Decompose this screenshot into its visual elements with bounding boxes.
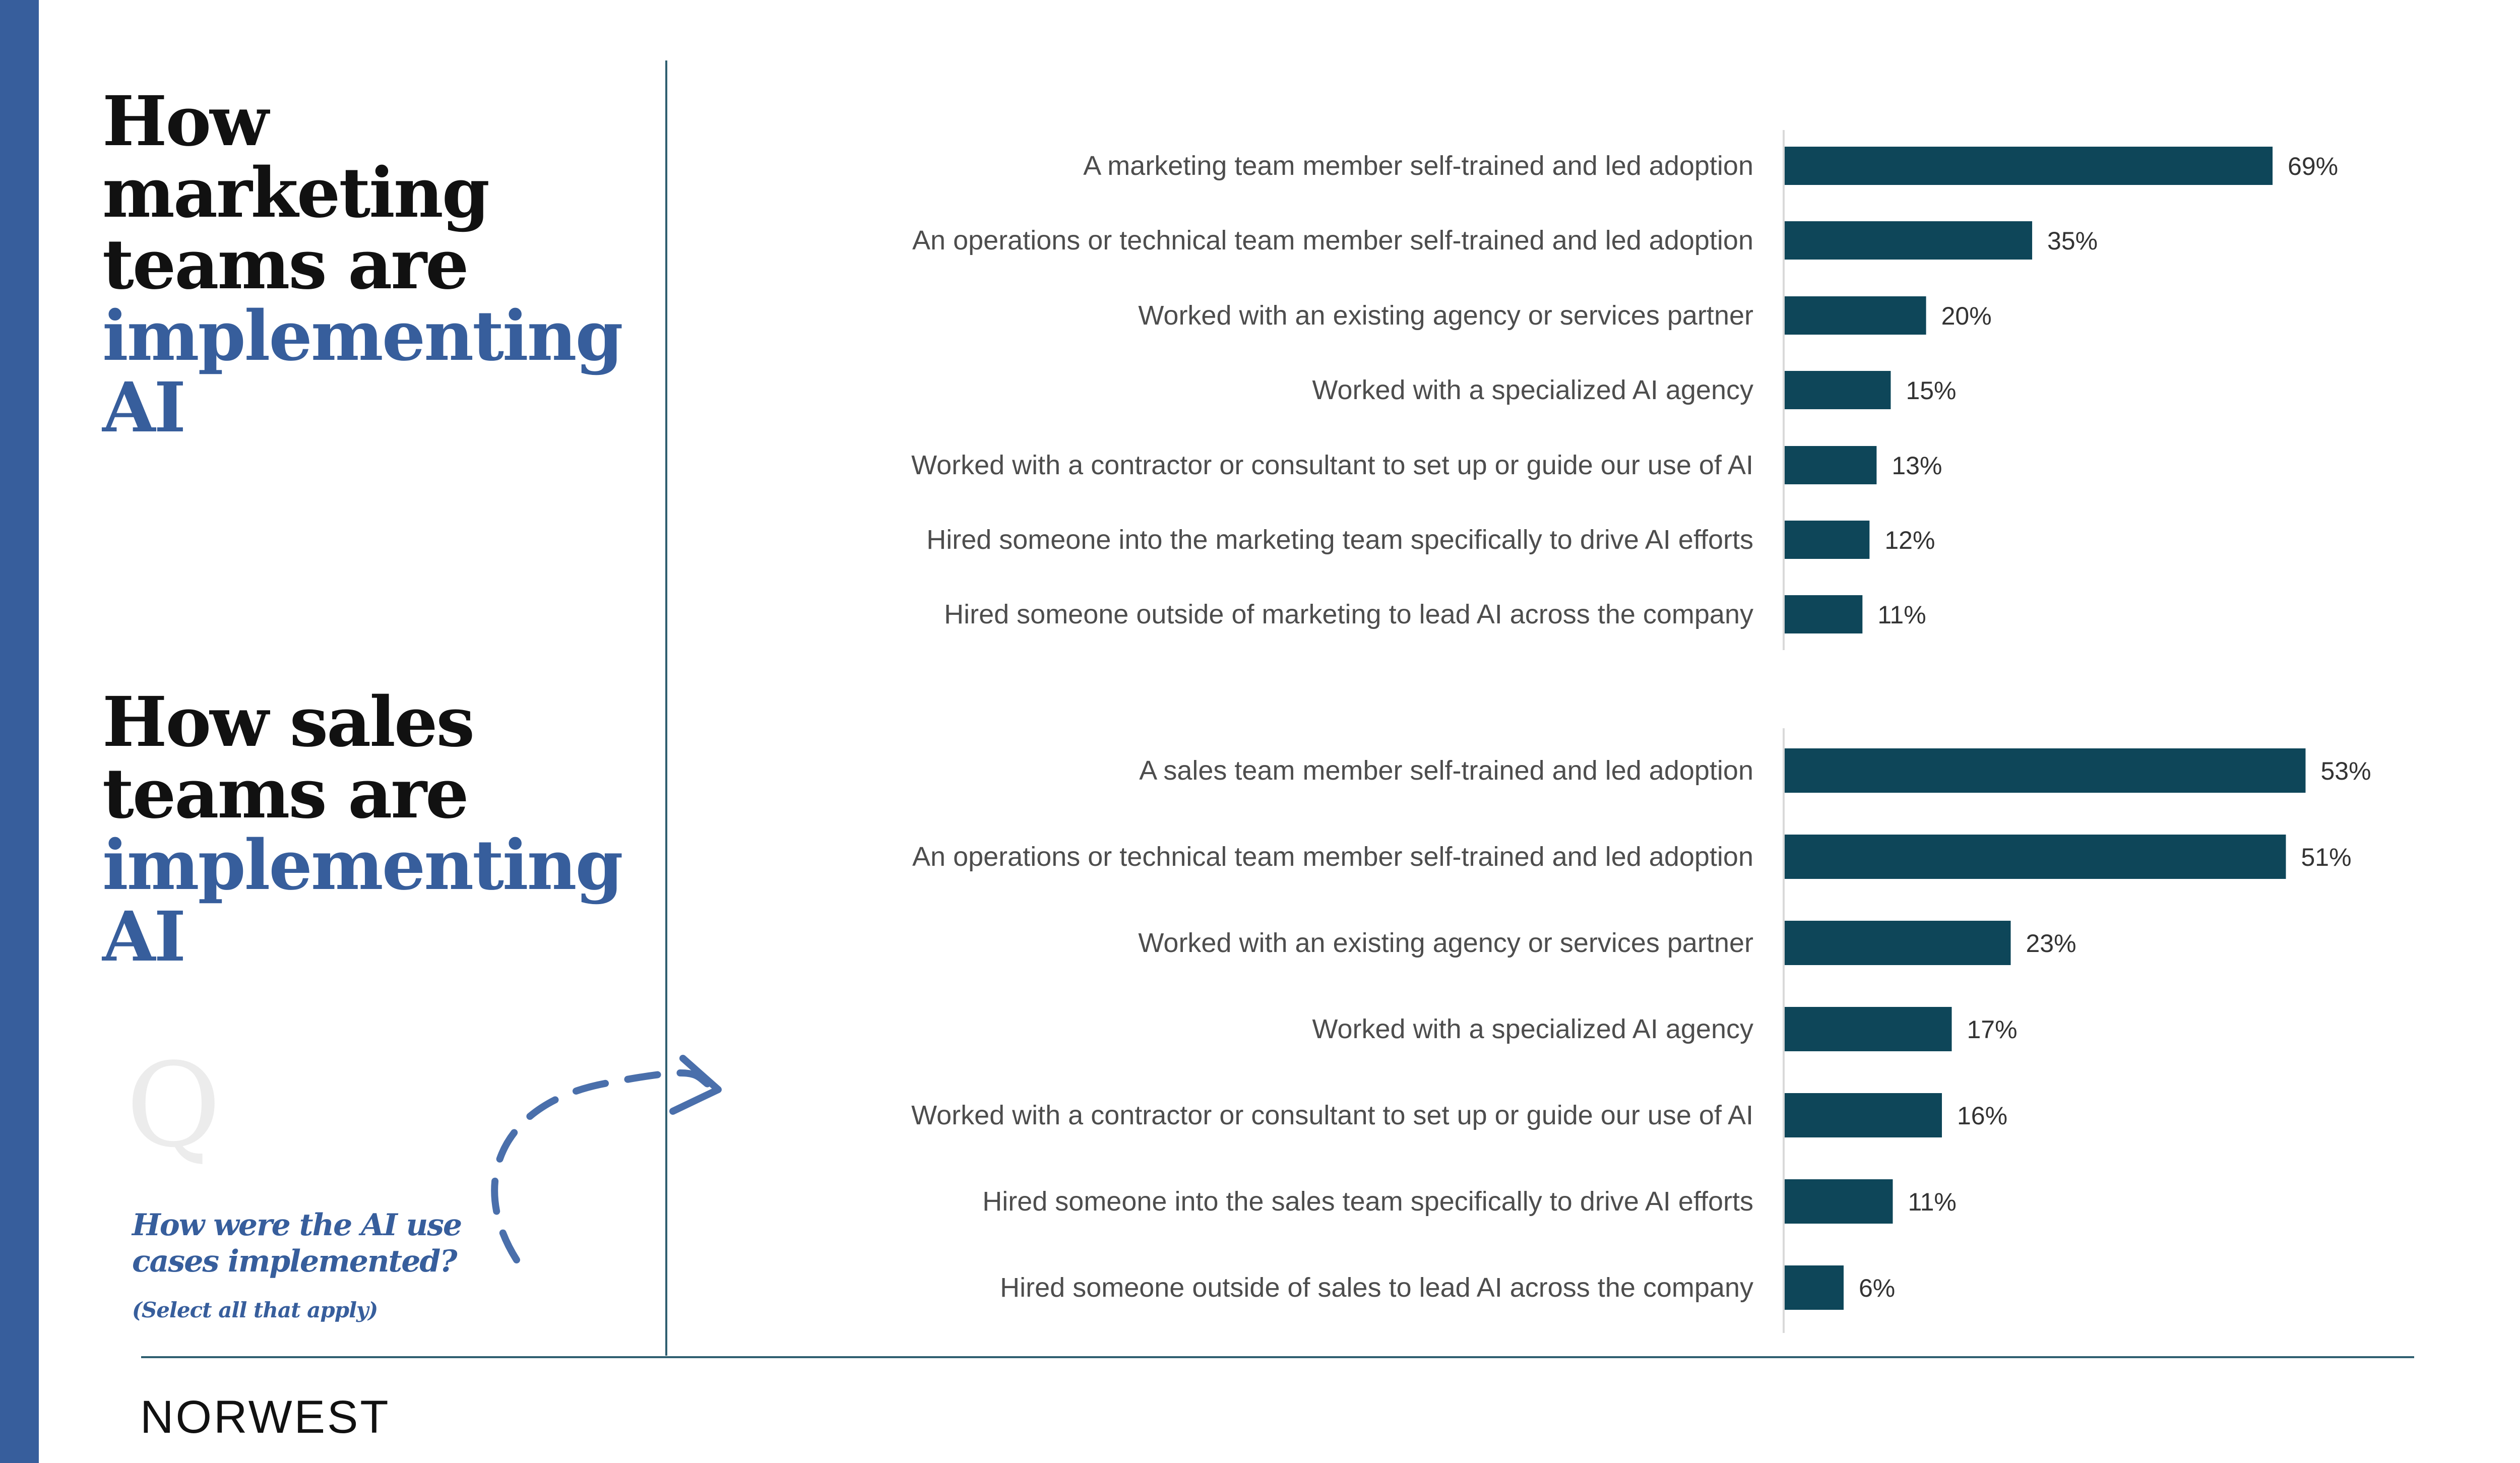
title-line-highlight: AI [102, 897, 186, 977]
data-label: 6% [1859, 1274, 1895, 1302]
title-line-highlight: AI [102, 367, 186, 448]
bar [1785, 921, 2011, 965]
bar [1785, 221, 2033, 260]
title-line: How sales [102, 682, 475, 762]
sales-bar-chart: A sales team member self-trained and led… [911, 728, 2371, 1333]
data-label: 23% [2026, 929, 2076, 958]
bar [1785, 521, 1870, 559]
sales-title: How sales teams are implementing AI [102, 682, 623, 977]
bar [1785, 446, 1877, 484]
survey-note: (Select all that apply) [132, 1298, 378, 1322]
category-label: Worked with a specialized AI agency [1312, 375, 1753, 405]
dashed-arrow-icon [491, 1055, 722, 1263]
title-line: How [102, 81, 269, 162]
category-label: Worked with an existing agency or servic… [1138, 928, 1753, 958]
category-label: Hired someone outside of marketing to le… [944, 599, 1753, 629]
survey-question: How were the AI use cases implemented? [132, 1207, 462, 1279]
data-label: 13% [1892, 452, 1942, 480]
title-line: teams are [102, 753, 469, 834]
marketing-title: How marketing teams are implementing AI [102, 81, 623, 448]
title-line-highlight: implementing [102, 825, 623, 906]
category-label: Hired someone outside of sales to lead A… [1000, 1273, 1753, 1303]
norwest-logo: NORWEST [140, 1391, 391, 1443]
data-label: 35% [2047, 227, 2098, 255]
data-label: 69% [2288, 152, 2338, 180]
vertical-divider [665, 60, 667, 1356]
data-label: 15% [1906, 376, 1956, 405]
marketing-bar-chart: A marketing team member self-trained and… [911, 130, 2338, 650]
category-label: Worked with a specialized AI agency [1312, 1014, 1753, 1044]
bar [1785, 835, 2286, 879]
accent-sidebar [0, 0, 39, 1463]
title-line: marketing [102, 153, 490, 233]
category-label: A sales team member self-trained and led… [1139, 755, 1753, 786]
category-label: Worked with an existing agency or servic… [1138, 300, 1753, 331]
q-glyph: Q [126, 1039, 221, 1173]
category-label: Hired someone into the marketing team sp… [926, 525, 1753, 555]
category-label: An operations or technical team member s… [912, 842, 1753, 872]
title-line-highlight: implementing [102, 296, 623, 376]
category-label: An operations or technical team member s… [912, 225, 1753, 256]
bar [1785, 1179, 1893, 1224]
data-label: 16% [1957, 1102, 2007, 1130]
data-label: 12% [1884, 526, 1935, 554]
bar [1785, 595, 1863, 633]
bar [1785, 1007, 1952, 1051]
data-label: 11% [1877, 601, 1926, 629]
category-label: Hired someone into the sales team specif… [982, 1186, 1753, 1217]
category-label: Worked with a contractor or consultant t… [911, 1100, 1753, 1130]
bar [1785, 1093, 1942, 1137]
category-label: Worked with a contractor or consultant t… [911, 450, 1753, 480]
bar [1785, 296, 1926, 335]
data-label: 17% [1967, 1015, 2018, 1044]
bar [1785, 371, 1891, 409]
bar [1785, 748, 2306, 793]
bar [1785, 147, 2273, 185]
data-label: 53% [2321, 757, 2371, 785]
data-label: 11% [1908, 1188, 1957, 1216]
category-label: A marketing team member self-trained and… [1083, 151, 1753, 181]
title-line: teams are [102, 224, 469, 305]
data-label: 51% [2301, 843, 2352, 871]
horizontal-divider [141, 1356, 2414, 1358]
data-label: 20% [1941, 302, 1992, 330]
bar [1785, 1265, 1844, 1310]
